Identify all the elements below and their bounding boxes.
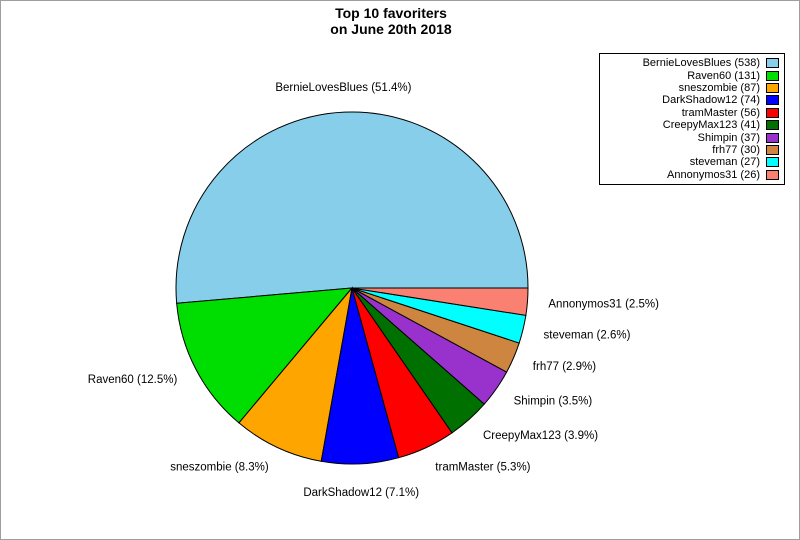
legend-color-swatch [766,144,779,155]
legend-color-swatch [766,169,779,180]
pie-slice-BernieLovesBlues [175,111,529,304]
pie-slice-Raven60 [176,287,354,424]
legend-item-label: BernieLovesBlues (538) [642,57,760,70]
slice-label-Shimpin: Shimpin (3.5%) [514,396,593,408]
legend-item-steveman: steveman (27) [605,156,779,168]
legend-color-swatch [766,107,779,118]
slice-label-frh77: frh77 (2.9%) [533,361,596,373]
slice-label-tramMaster: tramMaster (5.3%) [435,462,530,474]
legend-item-label: DarkShadow12 (74) [662,94,760,107]
legend-item-label: Annonymos31 (26) [667,168,760,181]
chart-title-line1: Top 10 favoriters [335,5,447,21]
legend-item-label: steveman (27) [689,156,760,169]
legend-item-label: Raven60 (131) [687,69,760,82]
legend-item-label: CreepyMax123 (41) [662,119,760,132]
slice-label-sneszombie: sneszombie (8.3%) [170,462,269,474]
legend-item-label: sneszombie (87) [678,81,760,94]
legend-item-frh77: frh77 (30) [605,144,779,156]
slice-label-BernieLovesBlues: BernieLovesBlues (51.4%) [275,82,411,94]
legend-item-DarkShadow12: DarkShadow12 (74) [605,94,779,106]
legend-color-swatch [766,82,779,93]
chart-title-line2: on June 20th 2018 [330,21,452,37]
slice-label-Annonymos31: Annonymos31 (2.5%) [548,298,659,310]
legend-color-swatch [766,157,779,168]
legend-item-BernieLovesBlues: BernieLovesBlues (538) [605,57,779,69]
legend-item-label: tramMaster (56) [681,106,760,119]
legend-item-Shimpin: Shimpin (37) [605,131,779,144]
chart-title: Top 10 favoriters on June 20th 2018 [1,5,781,37]
legend: BernieLovesBlues (538) Raven60 (131) snesz… [599,53,785,185]
legend-color-swatch [766,120,779,131]
legend-color-swatch [766,70,779,81]
legend-item-Raven60: Raven60 (131) [605,69,779,82]
slice-label-DarkShadow12: DarkShadow12 (7.1%) [303,487,419,499]
slice-label-Raven60: Raven60 (12.5%) [88,374,178,386]
legend-item-Annonymos31: Annonymos31 (26) [605,169,779,181]
slice-label-CreepyMax123: CreepyMax123 (3.9%) [483,430,598,442]
slice-label-steveman: steveman (2.6%) [544,329,631,341]
legend-item-tramMaster: tramMaster (56) [605,107,779,119]
legend-item-CreepyMax123: CreepyMax123 (41) [605,119,779,131]
legend-color-swatch [766,58,779,69]
legend-item-label: frh77 (30) [712,143,760,156]
legend-color-swatch [766,132,779,143]
pie-slice-Annonymos31 [351,287,529,316]
legend-color-swatch [766,95,779,106]
pie-slice-sneszombie [238,286,353,462]
legend-item-sneszombie: sneszombie (87) [605,82,779,94]
legend-item-label: Shimpin (37) [697,131,760,144]
